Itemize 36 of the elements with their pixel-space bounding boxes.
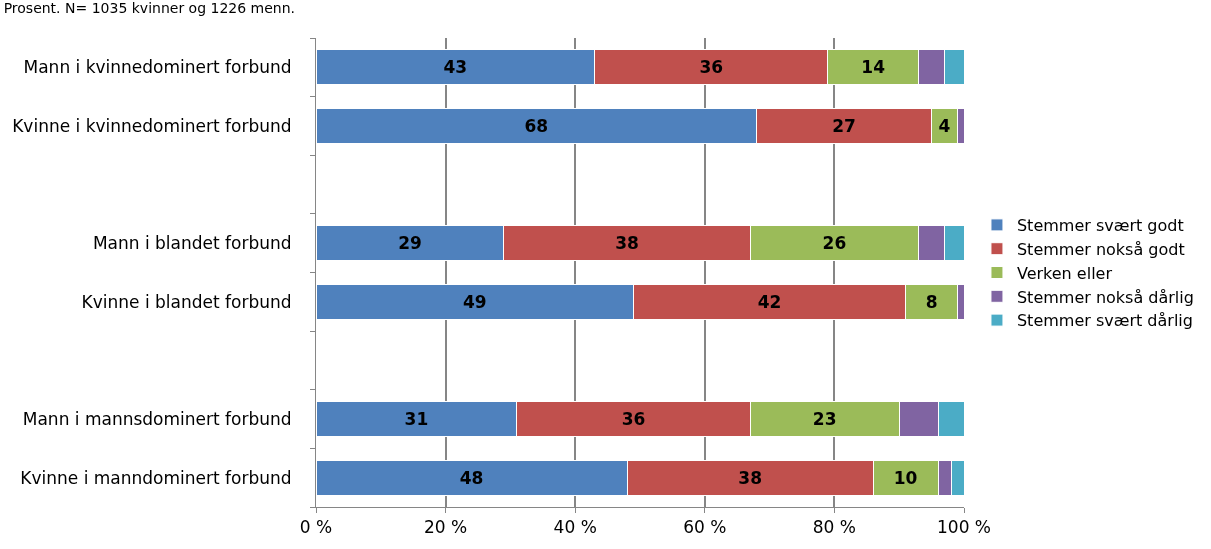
- y-tick-label: Kvinne i blandet forbund: [81, 291, 292, 312]
- data-label: 23: [812, 409, 837, 430]
- text: Prosent. N= 1035 kvinner og 1226 menn.: [3, 0, 296, 16]
- data-label: 31: [404, 409, 429, 430]
- data-label: 10: [893, 467, 918, 488]
- data-label: 14: [861, 57, 886, 78]
- legend-label: Stemmer svært dårlig: [1016, 311, 1193, 331]
- x-tick-label: 100 %: [936, 517, 992, 538]
- x-tick-label: 20 %: [424, 517, 468, 538]
- data-label: 48: [459, 467, 484, 488]
- x-tick-label: 80 %: [812, 517, 856, 538]
- y-tick-label: Kvinne i kvinnedominert forbund: [12, 115, 292, 136]
- legend-label: Stemmer nokså dårlig: [1016, 287, 1194, 307]
- y-tick-label: Kvinne i manndominert forbund: [20, 467, 292, 488]
- legend-label: Stemmer svært godt: [1016, 216, 1184, 236]
- legend-label: Stemmer nokså godt: [1016, 239, 1185, 259]
- data-label: 26: [822, 233, 847, 254]
- data-label: 68: [524, 115, 549, 136]
- data-label: 42: [757, 291, 782, 312]
- x-tick-label: 40 %: [553, 517, 597, 538]
- data-label: 43: [443, 57, 468, 78]
- data-label: 36: [621, 409, 646, 430]
- data-label: 49: [462, 291, 487, 312]
- y-tick-label: Mann i mannsdominert forbund: [22, 409, 292, 430]
- data-label: 36: [699, 57, 724, 78]
- legend-label: Verken eller: [1016, 263, 1113, 283]
- data-label: 27: [832, 115, 856, 136]
- x-tick-label: 60 %: [683, 517, 727, 538]
- data-label: 29: [398, 233, 422, 254]
- data-label: 4: [938, 115, 951, 136]
- x-tick-label: 0 %: [299, 517, 333, 538]
- y-tick-label: Mann i blandet forbund: [92, 233, 292, 254]
- data-label: 8: [925, 291, 938, 312]
- data-label: 38: [615, 233, 639, 254]
- data-label: 38: [738, 467, 762, 488]
- y-tick-label: Mann i kvinnedominert forbund: [23, 57, 292, 78]
